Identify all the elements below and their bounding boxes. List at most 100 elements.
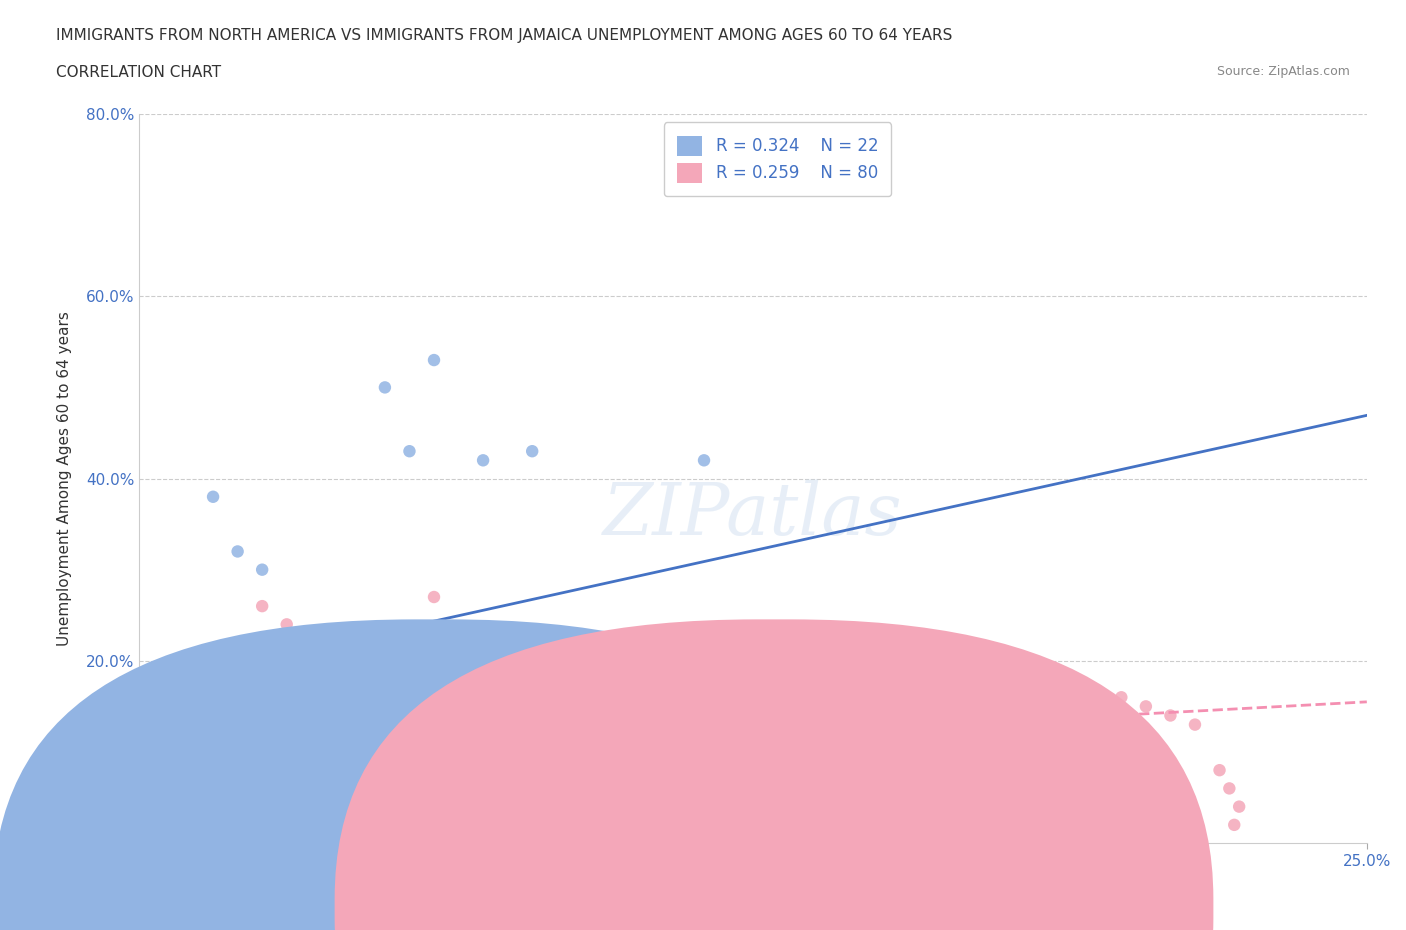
- Point: [815, 690, 838, 705]
- Point: [963, 690, 986, 705]
- Point: [153, 799, 176, 814]
- Point: [1184, 717, 1206, 732]
- Point: [202, 781, 225, 796]
- Point: [1012, 790, 1035, 805]
- Point: [187, 799, 209, 814]
- Text: ZIPatlas: ZIPatlas: [603, 480, 903, 551]
- Point: [388, 753, 411, 768]
- Point: [865, 753, 887, 768]
- Point: [1159, 708, 1181, 723]
- Point: [595, 671, 617, 686]
- Point: [250, 599, 273, 614]
- Point: [335, 763, 357, 777]
- Point: [173, 781, 195, 796]
- Point: [865, 690, 887, 705]
- Point: [349, 745, 371, 760]
- Point: [276, 763, 298, 777]
- Point: [153, 799, 176, 814]
- Point: [522, 444, 544, 458]
- Point: [1208, 763, 1230, 777]
- Point: [217, 808, 239, 823]
- Point: [1111, 790, 1133, 805]
- Point: [315, 781, 337, 796]
- Point: [276, 617, 298, 631]
- Point: [148, 790, 170, 805]
- Point: [496, 690, 519, 705]
- Point: [187, 717, 209, 732]
- Point: [138, 799, 160, 814]
- Point: [148, 808, 170, 823]
- Point: [1036, 772, 1059, 787]
- Point: [163, 808, 186, 823]
- Point: [413, 745, 436, 760]
- Point: [197, 808, 219, 823]
- Point: [1159, 781, 1181, 796]
- Point: [693, 681, 716, 696]
- Point: [963, 781, 986, 796]
- Point: [1085, 708, 1108, 723]
- Text: IMMIGRANTS FROM NORTH AMERICA VS IMMIGRANTS FROM JAMAICA UNEMPLOYMENT AMONG AGES: IMMIGRANTS FROM NORTH AMERICA VS IMMIGRA…: [56, 28, 953, 43]
- Point: [423, 352, 446, 367]
- Point: [163, 808, 186, 823]
- Point: [183, 745, 205, 760]
- Text: Immigrants from Jamaica: Immigrants from Jamaica: [775, 892, 969, 907]
- Point: [472, 699, 495, 714]
- Point: [522, 671, 544, 686]
- Point: [157, 781, 180, 796]
- Point: [183, 808, 205, 823]
- Point: [398, 699, 420, 714]
- Point: [569, 662, 592, 677]
- Point: [364, 753, 387, 768]
- Point: [1223, 817, 1246, 832]
- Point: [644, 662, 666, 677]
- Point: [207, 799, 229, 814]
- Point: [815, 763, 838, 777]
- Point: [1062, 699, 1084, 714]
- Point: [1012, 681, 1035, 696]
- Point: [143, 817, 166, 832]
- Point: [398, 444, 420, 458]
- Point: [619, 654, 641, 669]
- Point: [1218, 781, 1240, 796]
- Point: [266, 790, 288, 805]
- Point: [423, 736, 446, 751]
- Point: [138, 808, 160, 823]
- Point: [1111, 690, 1133, 705]
- Legend: R = 0.324    N = 22, R = 0.259    N = 80: R = 0.324 N = 22, R = 0.259 N = 80: [664, 123, 891, 196]
- Point: [173, 763, 195, 777]
- Point: [437, 726, 460, 741]
- Point: [226, 763, 249, 777]
- Point: [193, 699, 215, 714]
- Text: Source: ZipAtlas.com: Source: ZipAtlas.com: [1216, 65, 1350, 78]
- Point: [299, 753, 322, 768]
- Point: [595, 772, 617, 787]
- Point: [226, 544, 249, 559]
- Point: [212, 790, 235, 805]
- Point: [546, 681, 568, 696]
- Point: [374, 380, 396, 395]
- Point: [167, 799, 190, 814]
- Point: [447, 699, 470, 714]
- Point: [693, 453, 716, 468]
- Point: [167, 772, 190, 787]
- Y-axis label: Unemployment Among Ages 60 to 64 years: Unemployment Among Ages 60 to 64 years: [58, 312, 72, 646]
- Point: [423, 590, 446, 604]
- Point: [250, 563, 273, 578]
- Point: [374, 763, 396, 777]
- Point: [987, 699, 1010, 714]
- Point: [250, 781, 273, 796]
- Text: CORRELATION CHART: CORRELATION CHART: [56, 65, 221, 80]
- Point: [290, 772, 312, 787]
- Point: [193, 790, 215, 805]
- Point: [938, 681, 960, 696]
- Point: [447, 717, 470, 732]
- Point: [236, 772, 259, 787]
- Point: [157, 790, 180, 805]
- Point: [1227, 799, 1250, 814]
- Point: [766, 681, 789, 696]
- Point: [134, 808, 156, 823]
- Point: [177, 726, 200, 741]
- Point: [839, 681, 862, 696]
- Point: [1036, 690, 1059, 705]
- Point: [177, 790, 200, 805]
